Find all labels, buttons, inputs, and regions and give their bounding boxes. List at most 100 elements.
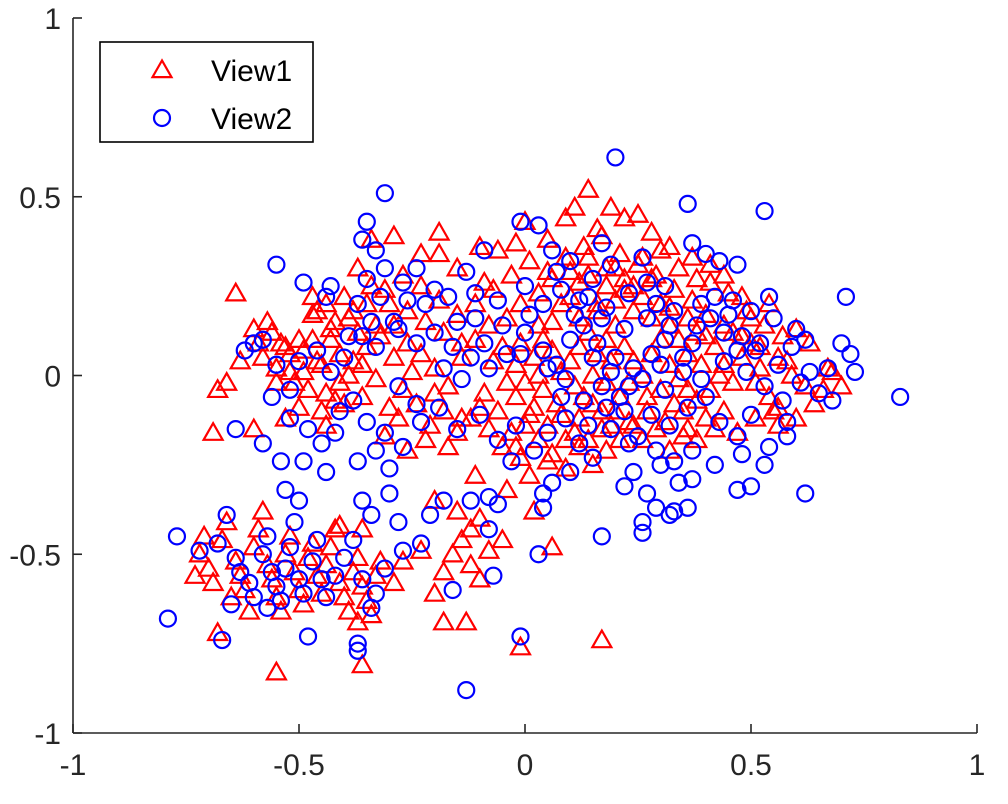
- data-point-view1: [337, 363, 361, 384]
- data-point-view2: [642, 344, 661, 364]
- data-point-view1: [418, 413, 442, 434]
- data-point-view2: [457, 680, 476, 700]
- data-point-view1: [183, 563, 207, 584]
- data-point-view1: [477, 417, 501, 438]
- data-point-view1: [622, 413, 645, 434]
- data-point-view2: [619, 434, 639, 453]
- data-point-view2: [705, 455, 724, 474]
- data-point-view1: [662, 277, 686, 298]
- data-point-view2: [601, 362, 620, 382]
- data-point-view1: [667, 256, 691, 277]
- data-point-view2: [253, 545, 272, 564]
- data-point-view2: [538, 359, 557, 378]
- data-point-view1: [658, 353, 682, 373]
- data-point-view1: [572, 385, 596, 406]
- data-point-view1: [531, 328, 555, 348]
- data-point-view2: [448, 312, 467, 331]
- data-point-view2: [583, 448, 602, 467]
- data-point-view1: [441, 542, 465, 563]
- data-point-view1: [594, 328, 618, 348]
- data-point-view1: [215, 370, 239, 391]
- data-point-view2: [741, 302, 761, 321]
- data-point-view1: [500, 263, 523, 284]
- data-point-view2: [244, 334, 263, 353]
- data-point-view1: [554, 245, 578, 266]
- data-point-view1: [468, 567, 492, 588]
- data-point-view2: [362, 312, 381, 331]
- data-point-view2: [651, 355, 670, 374]
- data-point-view2: [344, 530, 363, 550]
- data-point-view1: [748, 356, 772, 377]
- data-point-view2: [411, 534, 431, 553]
- data-point-view2: [461, 491, 480, 510]
- data-point-view2: [502, 452, 521, 471]
- data-point-view2: [425, 323, 444, 342]
- data-point-view1: [676, 342, 700, 363]
- data-point-view2: [610, 387, 630, 407]
- data-point-view2: [362, 505, 381, 525]
- data-point-view2: [375, 423, 394, 442]
- data-point-view1: [188, 542, 211, 563]
- data-point-view2: [298, 420, 318, 439]
- data-point-view1: [463, 328, 487, 348]
- data-point-view2: [665, 502, 684, 521]
- data-point-view2: [651, 455, 670, 474]
- data-point-view2: [226, 420, 245, 439]
- data-point-view2: [633, 512, 652, 532]
- data-point-view2: [556, 409, 575, 428]
- data-point-view1: [414, 310, 437, 331]
- data-point-view2: [375, 259, 394, 278]
- data-point-view1: [463, 463, 487, 484]
- data-point-view1: [468, 235, 492, 256]
- data-point-view1: [346, 256, 370, 277]
- legend-marker-view2: [152, 108, 172, 128]
- data-point-view2: [579, 416, 598, 435]
- data-point-view1: [811, 378, 835, 399]
- data-point-view2: [335, 548, 354, 567]
- data-point-view1: [540, 310, 564, 331]
- legend-marker-view1: [150, 58, 174, 79]
- data-point-view2: [692, 294, 711, 314]
- data-point-view1: [341, 299, 365, 320]
- data-point-view2: [294, 452, 313, 471]
- data-point-view1: [576, 263, 600, 284]
- data-point-view1: [409, 242, 433, 263]
- data-point-view2: [764, 309, 783, 328]
- data-point-view2: [543, 473, 562, 492]
- data-point-view2: [321, 277, 340, 296]
- data-point-view1: [265, 660, 288, 681]
- data-point-view2: [710, 412, 729, 432]
- data-point-view2: [891, 387, 910, 407]
- data-point-view1: [527, 281, 550, 302]
- data-point-view2: [430, 398, 449, 417]
- data-point-view1: [265, 356, 288, 377]
- data-point-view1: [391, 263, 415, 284]
- data-point-view2: [615, 477, 634, 496]
- data-point-view2: [380, 459, 399, 478]
- data-point-view1: [305, 299, 329, 320]
- data-point-view1: [328, 342, 352, 363]
- data-point-view1: [730, 285, 754, 306]
- data-point-view2: [213, 630, 232, 650]
- data-point-view2: [389, 319, 408, 339]
- data-point-view2: [244, 588, 263, 607]
- data-point-view2: [660, 505, 679, 525]
- data-point-view2: [398, 291, 417, 310]
- data-point-view2: [678, 398, 697, 417]
- data-point-view2: [547, 262, 566, 281]
- data-point-view1: [604, 313, 627, 334]
- data-point-view1: [527, 313, 550, 334]
- data-point-view1: [396, 438, 419, 459]
- data-point-view2: [769, 355, 788, 374]
- data-point-view2: [389, 512, 408, 532]
- data-point-view1: [640, 220, 663, 241]
- data-point-view1: [653, 410, 677, 431]
- data-point-view2: [543, 241, 562, 260]
- data-point-view2: [317, 462, 336, 482]
- data-point-view1: [359, 227, 383, 248]
- data-point-view1: [599, 195, 623, 216]
- y-tick-label: 1: [44, 3, 61, 36]
- data-point-view2: [393, 437, 413, 457]
- data-point-view1: [590, 417, 614, 438]
- data-point-view1: [242, 417, 266, 438]
